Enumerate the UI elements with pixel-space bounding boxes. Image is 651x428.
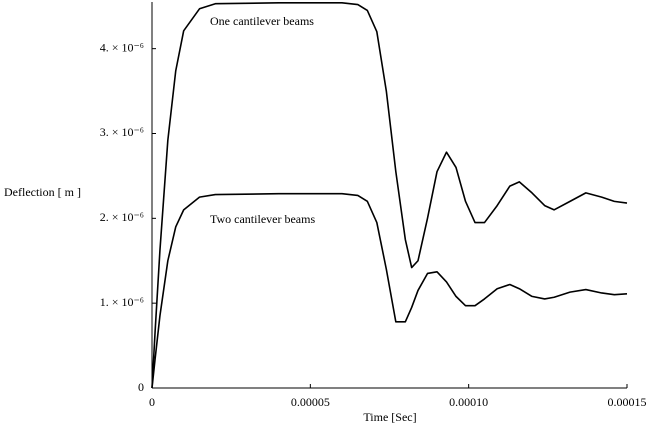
x-tick-label: 0.00010 bbox=[449, 395, 488, 409]
y-tick-label: 2. × 10⁻⁶ bbox=[100, 210, 144, 224]
y-tick-label: 3. × 10⁻⁶ bbox=[100, 125, 144, 139]
line-series bbox=[151, 192, 628, 389]
y-tick-label: 0 bbox=[138, 380, 144, 394]
y-tick-label: 1. × 10⁻⁶ bbox=[100, 295, 144, 309]
x-tick-label: 0 bbox=[149, 395, 155, 409]
annotation: Two cantilever beams bbox=[210, 212, 315, 226]
x-axis-label: Time [Sec] bbox=[363, 410, 416, 424]
y-tick-label: 4. × 10⁻⁶ bbox=[100, 40, 144, 54]
annotation: One cantilever beams bbox=[210, 14, 314, 28]
y-axis-label: Deflection [ m ] bbox=[4, 185, 81, 199]
x-tick-label: 0.00005 bbox=[291, 395, 330, 409]
line-series bbox=[151, 2, 628, 389]
x-tick-label: 0.00015 bbox=[608, 395, 647, 409]
